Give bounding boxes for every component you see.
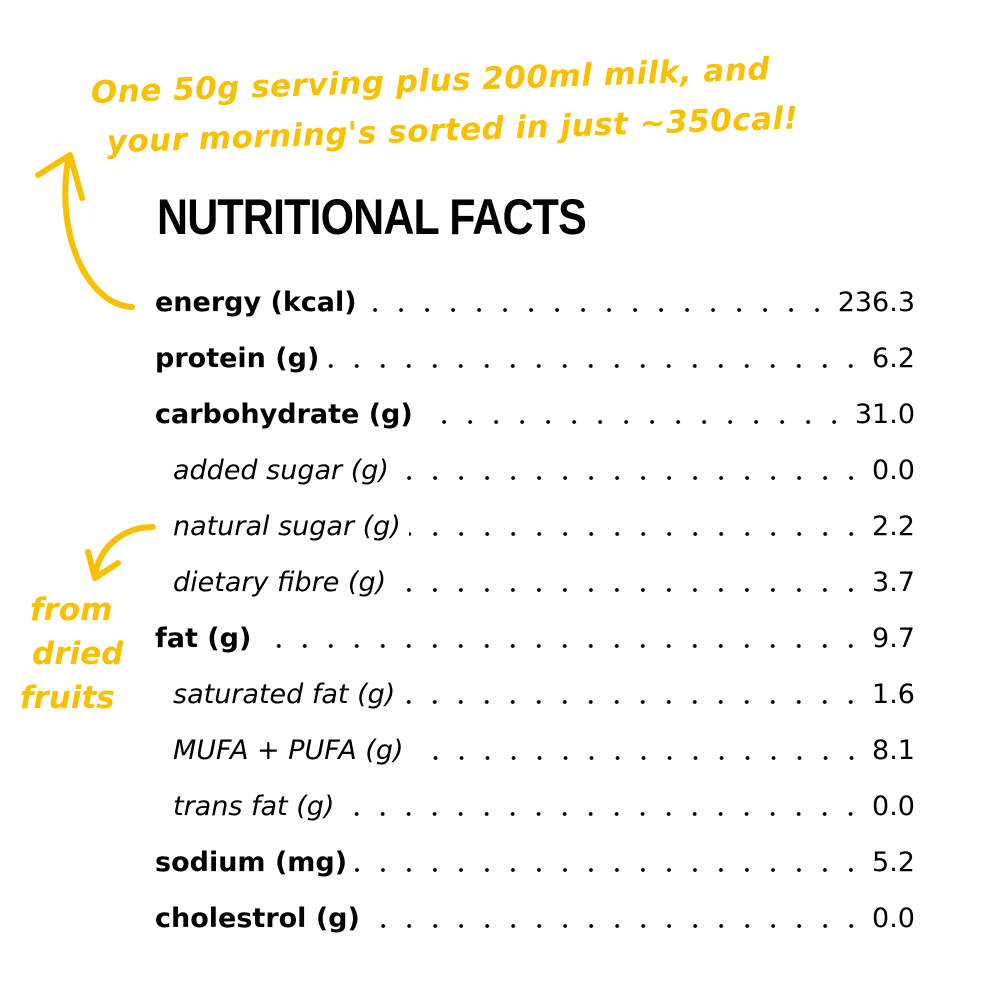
nutrient-row: carbohydrate (g) 31.0 xyxy=(155,394,915,434)
nutrient-label: natural sugar (g) xyxy=(173,510,401,542)
dot-leader xyxy=(408,506,865,546)
nutrient-label: trans fat (g) xyxy=(173,790,335,822)
nutrient-row: fat (g) 9.7 xyxy=(155,618,915,658)
dried-fruits-annotation: from dried fruits xyxy=(20,588,123,720)
nutrient-label: protein (g) xyxy=(155,342,320,374)
nutrient-row: natural sugar (g) 2.2 xyxy=(173,506,915,546)
nutrient-value: 5.2 xyxy=(872,846,915,878)
arrow-down-icon xyxy=(85,524,156,581)
nutrient-label: added sugar (g) xyxy=(173,454,389,486)
nutrient-value: 3.7 xyxy=(872,566,915,598)
annotation-line: dried xyxy=(32,636,124,672)
nutrient-value: 8.1 xyxy=(872,734,915,766)
nutrient-value: 2.2 xyxy=(872,510,915,542)
nutrient-value: 31.0 xyxy=(854,398,915,430)
nutrient-row: cholestrol (g) 0.0 xyxy=(155,898,915,938)
nutrient-value: 0.0 xyxy=(872,454,915,486)
dot-leader xyxy=(367,898,865,938)
dot-leader xyxy=(355,842,865,882)
nutrient-row: added sugar (g) 0.0 xyxy=(173,450,915,490)
nutrient-row: MUFA + PUFA (g) 8.1 xyxy=(173,730,915,770)
nutrient-row: dietary fibre (g) 3.7 xyxy=(173,562,915,602)
nutrient-label: MUFA + PUFA (g) xyxy=(173,734,404,766)
dot-leader xyxy=(342,786,865,826)
nutrient-row: energy (kcal) 236.3 xyxy=(155,282,915,322)
nutrient-label: dietary fibre (g) xyxy=(173,566,387,598)
nutrient-label: saturated fat (g) xyxy=(173,678,396,710)
nutrient-value: 236.3 xyxy=(837,286,915,318)
dot-leader xyxy=(259,618,865,658)
nutrient-row: trans fat (g) 0.0 xyxy=(173,786,915,826)
dot-leader xyxy=(394,562,865,602)
nutrient-row: saturated fat (g) 1.6 xyxy=(173,674,915,714)
dot-leader xyxy=(364,282,830,322)
dot-leader xyxy=(396,450,865,490)
nutrient-label: sodium (mg) xyxy=(155,846,348,878)
nutrient-row: sodium (mg) 5.2 xyxy=(155,842,915,882)
dot-leader xyxy=(403,674,865,714)
nutrient-value: 9.7 xyxy=(872,622,915,654)
annotation-line: fruits xyxy=(20,680,115,716)
nutrient-value: 1.6 xyxy=(872,678,915,710)
nutrient-label: carbohydrate (g) xyxy=(155,398,413,430)
arrow-up-icon xyxy=(35,152,135,310)
dot-leader xyxy=(420,394,847,434)
dot-leader xyxy=(411,730,865,770)
nutrient-value: 0.0 xyxy=(872,790,915,822)
nutrient-label: fat (g) xyxy=(155,622,252,654)
nutrient-label: cholestrol (g) xyxy=(155,902,360,934)
page-title: NUTRITIONAL FACTS xyxy=(157,189,587,245)
nutrient-value: 0.0 xyxy=(872,902,915,934)
nutrient-row: protein (g) 6.2 xyxy=(155,338,915,378)
nutrient-value: 6.2 xyxy=(872,342,915,374)
nutrient-label: energy (kcal) xyxy=(155,286,357,318)
dot-leader xyxy=(327,338,865,378)
annotation-line: from xyxy=(30,592,113,628)
